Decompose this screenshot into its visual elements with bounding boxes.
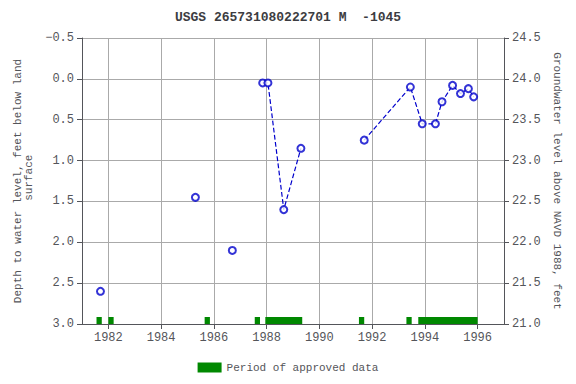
svg-text:1988: 1988 xyxy=(252,331,281,345)
svg-text:22.0: 22.0 xyxy=(512,235,541,249)
svg-text:1.0: 1.0 xyxy=(52,154,74,168)
svg-text:surface: surface xyxy=(23,155,35,208)
svg-text:1.5: 1.5 xyxy=(52,194,74,208)
svg-text:−0.5: −0.5 xyxy=(45,31,74,45)
svg-text:1992: 1992 xyxy=(358,331,387,345)
svg-text:23.0: 23.0 xyxy=(512,154,541,168)
svg-text:Groundwater level above NAVD 1: Groundwater level above NAVD 1988, feet xyxy=(551,52,563,309)
svg-text:0.0: 0.0 xyxy=(52,72,74,86)
svg-text:USGS 265731080222701 M -1045: USGS 265731080222701 M -1045 xyxy=(175,10,401,25)
svg-text:Period of approved data: Period of approved data xyxy=(227,362,379,374)
svg-text:1986: 1986 xyxy=(199,331,228,345)
svg-text:2.0: 2.0 xyxy=(52,235,74,249)
svg-text:21.5: 21.5 xyxy=(512,276,541,290)
svg-text:1996: 1996 xyxy=(463,331,492,345)
svg-text:24.5: 24.5 xyxy=(512,31,541,45)
svg-text:3.0: 3.0 xyxy=(52,317,74,331)
svg-text:Depth to water level, feet bel: Depth to water level, feet below land xyxy=(11,58,24,304)
svg-text:0.5: 0.5 xyxy=(52,113,74,127)
svg-text:1984: 1984 xyxy=(147,331,176,345)
svg-text:23.5: 23.5 xyxy=(512,113,541,127)
svg-text:2.5: 2.5 xyxy=(52,276,74,290)
svg-text:24.0: 24.0 xyxy=(512,72,541,86)
svg-text:1994: 1994 xyxy=(410,331,439,345)
svg-text:1990: 1990 xyxy=(305,331,334,345)
svg-text:21.0: 21.0 xyxy=(512,317,541,331)
svg-text:1982: 1982 xyxy=(94,331,123,345)
svg-text:22.5: 22.5 xyxy=(512,194,541,208)
